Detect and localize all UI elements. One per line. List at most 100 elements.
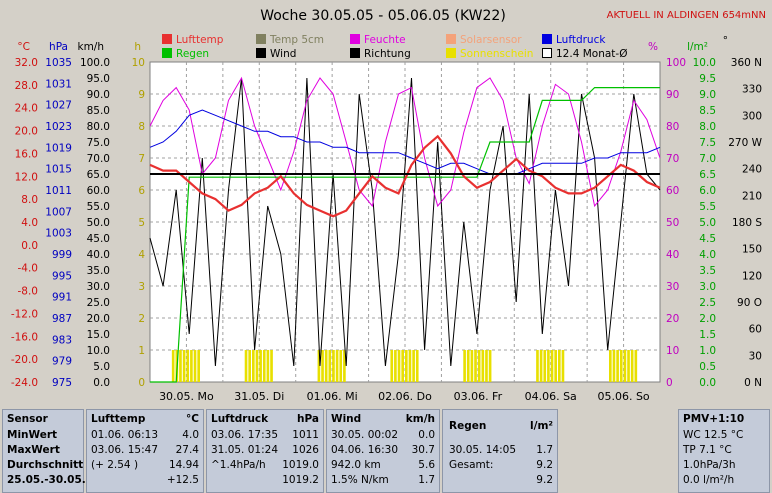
temp-tick: -24.0	[11, 377, 38, 389]
rain-tick: 5.5	[699, 201, 716, 213]
legend-label: Feuchte	[364, 34, 406, 46]
panel-sensor: Sensor MinWert MaxWert Durchschnitt 25.0…	[2, 409, 86, 493]
sunshine-bar	[401, 350, 404, 382]
sensor-row-max: MaxWert	[7, 444, 60, 456]
dir-tick: 30	[749, 350, 762, 362]
legend-label: 12.4 Monat-Ø	[556, 48, 627, 60]
hpa-tick: 1035	[45, 57, 72, 69]
kmh-tick: 70.0	[87, 153, 110, 165]
sensor-row-avg: Durchschnitt	[7, 459, 84, 471]
rain-tick: 3.5	[699, 265, 716, 277]
series-line-lufttemp	[149, 134, 661, 218]
grid	[150, 62, 660, 382]
hpa-tick: 1027	[45, 100, 72, 112]
hpa-tick: 1023	[45, 121, 72, 133]
sunshine-bar	[405, 350, 408, 382]
pmv-dewpoint: TP 7.1 °C	[683, 444, 732, 456]
temp-tick: 8.0	[21, 194, 38, 206]
sunshine-bar	[179, 350, 182, 382]
kmh-tick: 0.0	[93, 377, 110, 389]
hpa-tick: 995	[52, 270, 72, 282]
sunshine-bar	[627, 350, 630, 382]
lufttemp-title: Lufttemp	[91, 413, 146, 425]
sunshine-bar	[408, 350, 412, 382]
legend-label: Richtung	[364, 48, 411, 60]
hpa-tick: 1007	[45, 206, 72, 218]
wind-unit: km/h	[405, 413, 435, 425]
lufttemp-avg-dev: (+ 2.54 )	[91, 459, 139, 471]
legend-swatch	[446, 48, 456, 58]
wind-max-val: 30.7	[411, 444, 435, 456]
dir-tick: 360 N	[731, 57, 762, 69]
wind-min-time: 30.05. 00:02	[331, 429, 398, 441]
axis-ticks: 32.028.024.020.016.012.08.04.00.0-4.0-8.…	[11, 57, 763, 389]
rain-tick: 7.0	[699, 153, 716, 165]
sunshine-bar	[630, 350, 634, 382]
sunshine-bar	[321, 350, 324, 382]
sunshine-bar	[539, 350, 543, 382]
hpa-tick: 979	[52, 356, 72, 368]
sunshine-bar	[536, 350, 539, 382]
sunshine-bar	[244, 350, 248, 382]
lufttemp-min-val: 4.0	[182, 429, 199, 441]
sunshine-bar	[332, 350, 335, 382]
sunshine-bar	[197, 350, 200, 382]
chart-legend: Lufttemp Temp 5cm Feuchte Solarsensor Luftdr…	[162, 34, 627, 60]
rain-tick: 0.0	[699, 377, 716, 389]
wind-avg-val: 5.6	[418, 459, 435, 471]
sunshine-bar	[339, 350, 343, 382]
kmh-tick: 25.0	[87, 297, 110, 309]
hours-unit: h	[134, 41, 141, 53]
series-lines	[149, 76, 661, 383]
regen-prev-val: 9.2	[536, 474, 553, 486]
sunshine-bar	[609, 350, 612, 382]
dir-tick: 150	[742, 244, 762, 256]
legend-swatch	[350, 48, 360, 58]
hpa-tick: 991	[52, 292, 72, 304]
hpa-tick: 987	[52, 313, 72, 325]
dir-tick: 0 N	[744, 377, 762, 389]
axis-units: °C hPa km/h h% l/m² °	[17, 35, 728, 53]
sensor-row-min: MinWert	[7, 429, 58, 441]
temp-tick: -4.0	[18, 263, 39, 275]
luftdruck-prev-val: 1019.2	[282, 474, 319, 486]
wind-prev-val: 1.7	[418, 474, 435, 486]
legend-swatch	[256, 34, 266, 44]
sunshine-bar	[550, 350, 554, 382]
legend-label: Lufttemp	[176, 34, 224, 46]
hpa-unit: hPa	[49, 41, 68, 53]
sunshine-bar	[317, 350, 321, 382]
wind-min-val: 0.0	[418, 429, 435, 441]
sunshine-bar	[248, 350, 251, 382]
luftdruck-max-val: 1026	[292, 444, 319, 456]
rain-tick: 2.0	[699, 313, 716, 325]
kmh-tick: 100.0	[80, 57, 110, 69]
x-axis-labels: 30.05. Mo 31.05. Di 01.06. Mi 02.06. Do 03.0…	[159, 390, 650, 403]
sunshine-bar	[328, 350, 332, 382]
pmv-windchill: WC 12.5 °C	[683, 429, 744, 441]
pct-tick: 0	[666, 377, 673, 389]
rain-tick: 6.0	[699, 185, 716, 197]
dir-tick: 270 W	[728, 137, 762, 149]
kmh-tick: 15.0	[87, 329, 110, 341]
legend-swatch	[162, 34, 172, 44]
kmh-unit: km/h	[77, 41, 104, 53]
wind-distance: 942.0 km	[331, 459, 381, 471]
luftdruck-min-time: 03.06. 17:35	[211, 429, 278, 441]
luftdruck-title: Luftdruck	[211, 413, 269, 425]
panel-pmv: PMV+1:10 WC 12.5 °C TP 7.1 °C 1.0hPa/3h …	[678, 409, 770, 493]
sunshine-bar	[623, 350, 627, 382]
kmh-tick: 40.0	[87, 249, 110, 261]
sunshine-bar	[477, 350, 481, 382]
pct-tick: 40	[666, 249, 679, 261]
legend-label: Wind	[270, 48, 296, 60]
dir-tick: 180 S	[732, 217, 762, 229]
temp-tick: -20.0	[11, 354, 38, 366]
sensor-row-prev: 25.05.-30.05.	[7, 474, 86, 486]
wind-max-time: 04.06. 16:30	[331, 444, 398, 456]
sunshine-bar	[343, 350, 346, 382]
legend-label: Regen	[176, 48, 209, 60]
regen-unit: l/m²	[530, 420, 553, 432]
rain-tick: 4.0	[699, 249, 716, 261]
temp-tick: 4.0	[21, 217, 38, 229]
